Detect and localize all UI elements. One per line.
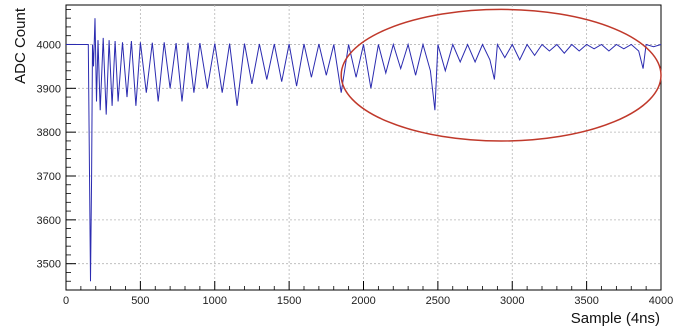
y-tick-label: 3800 xyxy=(37,127,61,139)
x-tick-label: 2500 xyxy=(426,295,450,307)
x-tick-label: 1000 xyxy=(203,295,227,307)
y-tick-label: 3600 xyxy=(37,215,61,227)
y-tick-labels: 3500 3600 3700 3800 3900 4000 xyxy=(37,39,61,270)
x-tick-label: 3500 xyxy=(574,295,598,307)
x-tick-labels: 0 500 1000 1500 2000 2500 3000 3500 4000 xyxy=(63,295,673,307)
x-tick-label: 2000 xyxy=(351,295,375,307)
x-tick-label: 4000 xyxy=(649,295,673,307)
x-axis-title: Sample (4ns) xyxy=(571,310,660,327)
plot-frame xyxy=(65,4,662,291)
series-line xyxy=(66,18,662,282)
x-tick-label: 1500 xyxy=(277,295,301,307)
x-tick-label: 500 xyxy=(131,295,149,307)
y-tick-label: 3700 xyxy=(37,171,61,183)
y-tick-label: 3500 xyxy=(37,259,61,271)
highlight-ellipse xyxy=(340,8,662,142)
x-tick-label: 3000 xyxy=(500,295,524,307)
y-axis-title: ADC Count xyxy=(12,7,29,84)
x-tick-label: 0 xyxy=(63,295,69,307)
y-tick-label: 4000 xyxy=(37,39,61,51)
y-tick-label: 3900 xyxy=(37,83,61,95)
